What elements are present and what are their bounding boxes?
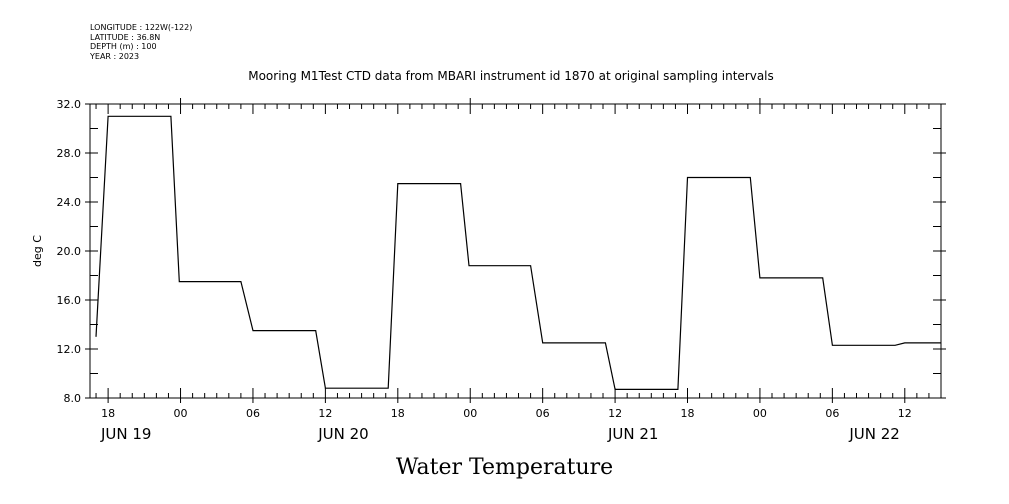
year-label: YEAR : 2023 — [90, 51, 140, 61]
depth-label: DEPTH (m) : 100 — [90, 42, 157, 51]
x-tick-label: 12 — [318, 407, 332, 420]
x-tick-label: 06 — [536, 407, 550, 420]
y-tick-label: 20.0 — [57, 245, 82, 258]
latitude-label: LATITUDE : 36.8N — [90, 32, 161, 42]
x-date-label: JUN 22 — [848, 425, 899, 443]
y-tick-label: 12.0 — [57, 343, 82, 356]
x-date-label: JUN 19 — [100, 425, 151, 443]
y-tick-label: 24.0 — [57, 196, 82, 209]
longitude-label: LONGITUDE : 122W(-122) — [90, 23, 193, 32]
x-tick-label: 18 — [101, 407, 115, 420]
x-tick-label: 00 — [753, 407, 767, 420]
x-tick-label: 06 — [825, 407, 839, 420]
x-tick-label: 18 — [391, 407, 405, 420]
chart-big-title: Water Temperature — [395, 455, 614, 480]
x-date-label: JUN 20 — [317, 425, 368, 443]
chart-title: Mooring M1Test CTD data from MBARI instr… — [248, 69, 774, 83]
x-tick-label: 12 — [898, 407, 912, 420]
y-axis-label: deg C — [31, 235, 44, 267]
x-tick-label: 00 — [174, 407, 188, 420]
y-tick-label: 32.0 — [57, 98, 82, 111]
y-tick-label: 8.0 — [64, 392, 82, 405]
x-tick-label: 06 — [246, 407, 260, 420]
x-tick-label: 00 — [463, 407, 477, 420]
x-tick-label: 12 — [608, 407, 622, 420]
plot-frame — [89, 103, 942, 399]
x-date-label: JUN 21 — [607, 425, 658, 443]
y-tick-label: 28.0 — [57, 147, 82, 160]
y-tick-label: 16.0 — [57, 294, 82, 307]
data-line — [95, 115, 941, 390]
x-tick-label: 18 — [681, 407, 695, 420]
